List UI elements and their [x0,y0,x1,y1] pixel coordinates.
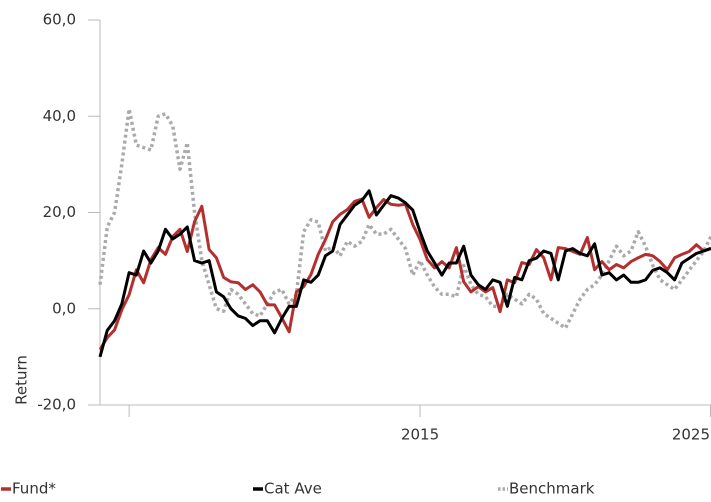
y-tick-label: 20,0 [43,203,76,221]
x-tick-label: 2015 [401,426,439,444]
y-tick-label: 60,0 [43,11,76,29]
series-line [98,107,711,330]
y-tick-label: -20,0 [37,396,76,414]
y-tick-label: 40,0 [43,107,76,125]
y-tick-label: 0,0 [52,299,76,317]
x-tick-label: 2025 [672,426,710,444]
y-axis-label: Return [13,355,31,405]
series-line [98,197,711,351]
series-line [98,189,711,358]
legend-label: Benchmark [509,480,595,498]
legend-label: Cat Ave [264,480,322,498]
legend-label: Fund* [12,480,56,498]
